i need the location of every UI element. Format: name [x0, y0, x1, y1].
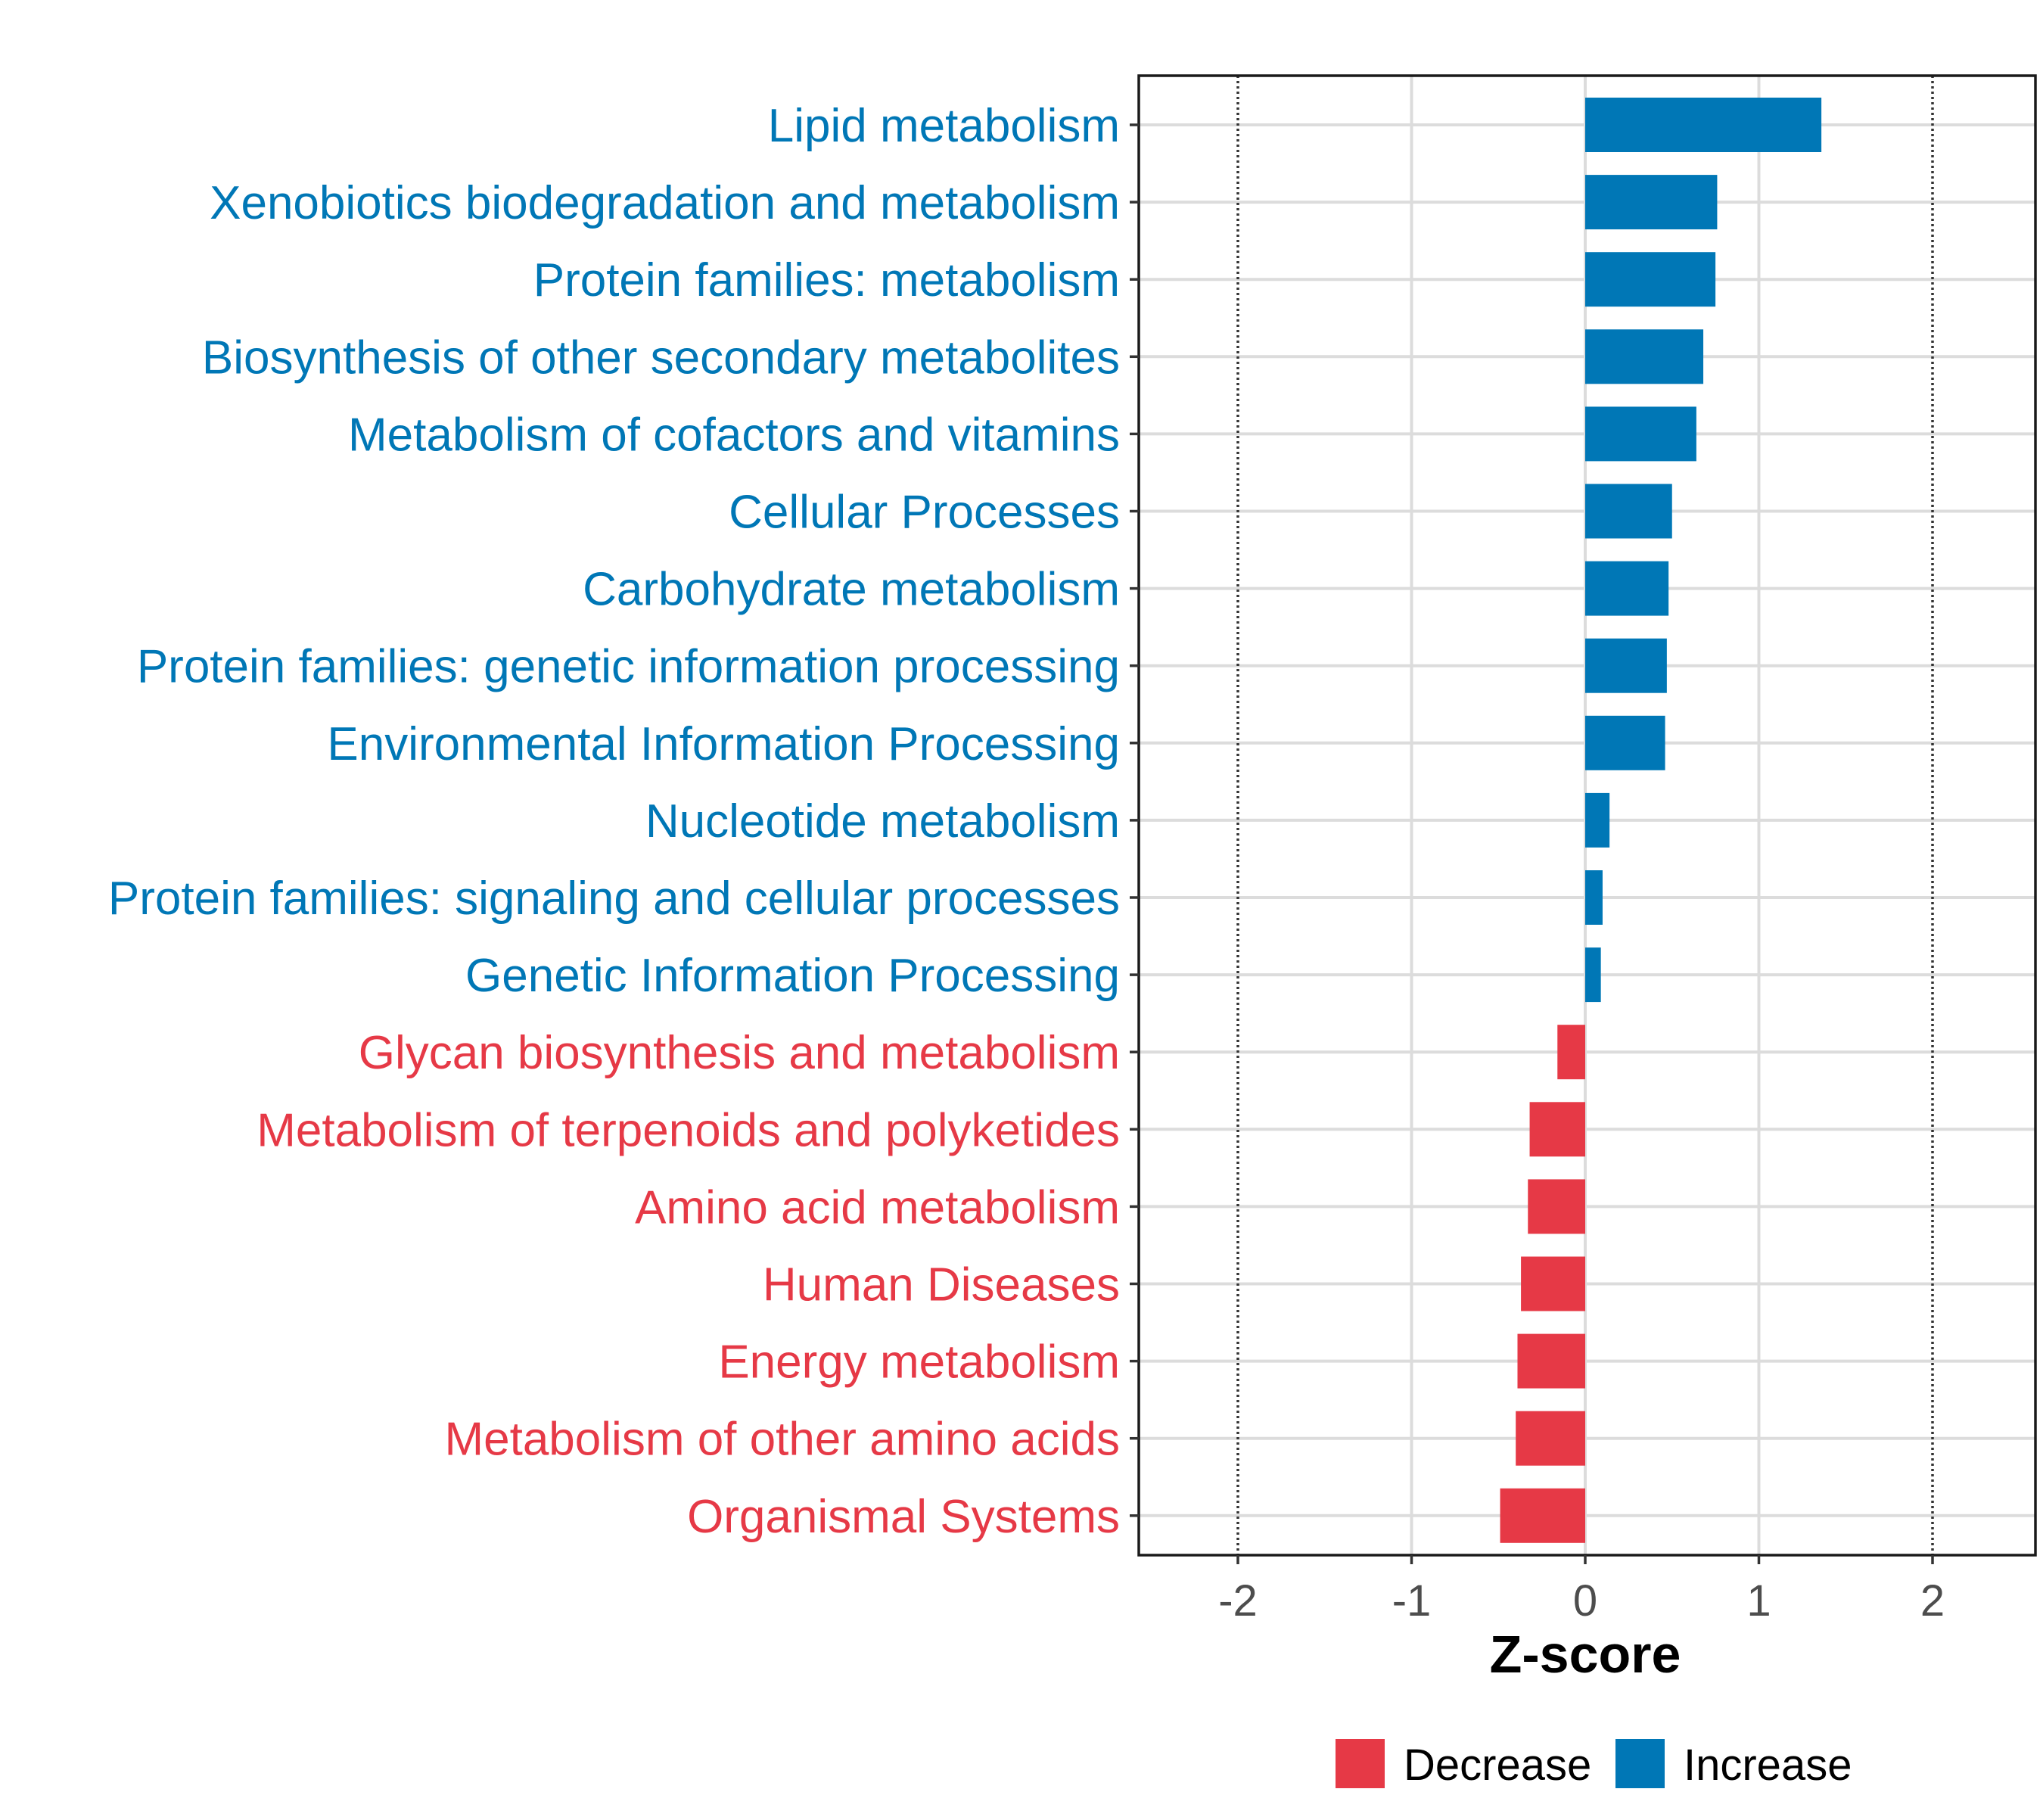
legend-key-decrease — [1336, 1739, 1385, 1788]
category-labels: Lipid metabolism Xenobiotics biodegradati… — [108, 100, 1139, 1543]
bar-decrease — [1517, 1333, 1585, 1389]
bar-increase — [1585, 252, 1716, 307]
category-label: Amino acid metabolism — [635, 1181, 1120, 1234]
bar-decrease — [1521, 1256, 1585, 1311]
bar-decrease — [1557, 1025, 1585, 1080]
bar-increase — [1585, 406, 1696, 462]
bar-increase — [1585, 561, 1669, 616]
category-label: Protein families: metabolism — [533, 254, 1120, 306]
category-label: Glycan biosynthesis and metabolism — [359, 1027, 1120, 1079]
bar-decrease — [1516, 1411, 1585, 1466]
category-label: Lipid metabolism — [768, 100, 1120, 152]
x-tick-label: -2 — [1218, 1576, 1258, 1626]
gridlines — [1139, 76, 2035, 1555]
legend-label-decrease: Decrease — [1404, 1741, 1591, 1790]
bar-decrease — [1529, 1102, 1585, 1157]
legend-key-increase — [1615, 1739, 1665, 1788]
bar-decrease — [1500, 1488, 1585, 1543]
x-tick-label: -1 — [1392, 1576, 1432, 1626]
bars — [1500, 98, 1822, 1543]
plot-frame — [1137, 74, 2037, 1557]
category-label: Environmental Information Processing — [327, 718, 1120, 770]
x-tick-label: 0 — [1573, 1576, 1597, 1626]
category-label: Nucleotide metabolism — [645, 795, 1120, 848]
bar-increase — [1585, 175, 1718, 230]
bar-increase — [1585, 98, 1822, 152]
bar-decrease — [1528, 1179, 1585, 1234]
bar-increase — [1585, 484, 1672, 539]
bar-increase — [1585, 638, 1667, 693]
category-label: Carbohydrate metabolism — [583, 564, 1120, 616]
category-label: Protein families: genetic information pr… — [137, 641, 1120, 693]
category-label: Cellular Processes — [729, 487, 1120, 539]
category-label: Human Diseases — [763, 1259, 1120, 1311]
category-label: Biosynthesis of other secondary metaboli… — [202, 331, 1120, 384]
bar-increase — [1585, 715, 1665, 770]
x-axis-ticks: -2 -1 0 1 2 — [1218, 1555, 1945, 1626]
bar-increase — [1585, 329, 1704, 384]
x-axis-title: Z-score — [1490, 1625, 1681, 1684]
x-tick-label: 2 — [1920, 1576, 1945, 1626]
category-label: Xenobiotics biodegradation and metabolis… — [210, 177, 1120, 229]
category-label: Genetic Information Processing — [465, 950, 1120, 1002]
bar-increase — [1585, 870, 1603, 925]
category-label: Metabolism of cofactors and vitamins — [348, 409, 1120, 461]
category-label: Protein families: signaling and cellular… — [108, 873, 1120, 925]
category-label: Metabolism of other amino acids — [444, 1414, 1120, 1466]
category-label: Organismal Systems — [687, 1491, 1120, 1543]
legend: Decrease Increase — [1336, 1739, 1852, 1790]
legend-label-increase: Increase — [1684, 1741, 1852, 1790]
category-label: Metabolism of terpenoids and polyketides — [257, 1104, 1120, 1156]
panel-border — [1137, 74, 2037, 1557]
bar-increase — [1585, 947, 1601, 1003]
x-tick-label: 1 — [1746, 1576, 1771, 1626]
category-label: Energy metabolism — [718, 1336, 1120, 1389]
bar-increase — [1585, 792, 1610, 848]
